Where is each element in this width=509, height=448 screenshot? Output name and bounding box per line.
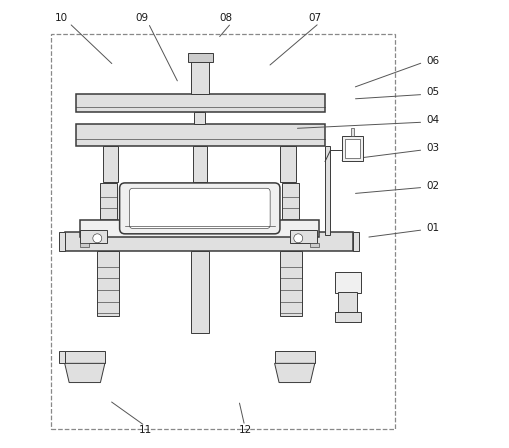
Bar (187, 52, 213, 62)
Text: 05: 05 (427, 87, 440, 97)
Circle shape (93, 234, 102, 243)
Text: 06: 06 (427, 56, 440, 66)
Bar (191, 251, 209, 333)
Bar (325, 146, 329, 235)
FancyBboxPatch shape (129, 188, 270, 228)
Polygon shape (65, 363, 105, 383)
Text: 11: 11 (138, 425, 152, 435)
Polygon shape (274, 363, 315, 383)
Bar (76, 125, 325, 146)
Bar (100, 183, 118, 232)
FancyBboxPatch shape (120, 183, 280, 234)
Text: 12: 12 (239, 425, 252, 435)
Circle shape (294, 234, 303, 243)
Bar (59, 351, 65, 363)
Bar (335, 272, 361, 293)
Bar (310, 243, 319, 247)
Bar (345, 139, 360, 158)
Bar (80, 220, 319, 237)
Text: 02: 02 (427, 181, 440, 191)
Text: 04: 04 (427, 116, 440, 125)
Bar (351, 128, 354, 136)
Text: 09: 09 (135, 13, 149, 23)
Bar (97, 251, 119, 315)
Text: 07: 07 (308, 13, 321, 23)
Bar (280, 251, 302, 315)
Bar (65, 232, 353, 251)
Bar (353, 232, 358, 251)
Bar (335, 312, 361, 322)
Bar (280, 146, 296, 182)
Bar (80, 230, 107, 243)
Bar (338, 292, 357, 313)
Bar (51, 34, 395, 430)
Bar (103, 146, 118, 182)
Bar (76, 94, 325, 112)
Text: 10: 10 (55, 13, 68, 23)
Bar (342, 136, 363, 161)
Bar (80, 243, 89, 247)
Bar (282, 183, 299, 232)
Bar (194, 112, 205, 125)
Text: 01: 01 (427, 224, 440, 233)
Bar (290, 230, 317, 243)
Text: 08: 08 (219, 13, 232, 23)
Text: 03: 03 (427, 143, 440, 153)
Bar (191, 60, 209, 94)
Bar (59, 232, 65, 251)
Bar (65, 351, 105, 363)
Bar (274, 351, 315, 363)
Bar (193, 146, 207, 182)
